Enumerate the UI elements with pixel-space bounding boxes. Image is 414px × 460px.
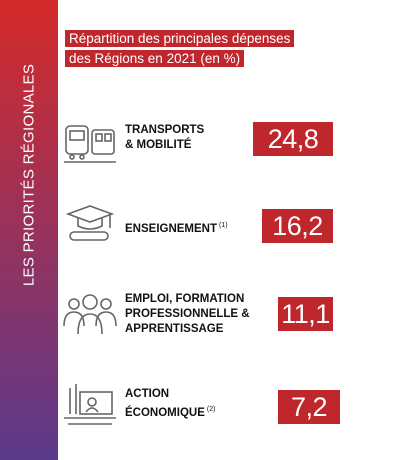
- education-icon: [65, 205, 115, 241]
- footnote-ref: (2): [206, 406, 216, 413]
- label-line: PROFESSIONNELLE &: [125, 308, 250, 320]
- value-box: 24,8 %: [253, 122, 333, 188]
- title-line: Répartition des principales dépenses: [65, 30, 295, 47]
- title-line: des Régions en 2021 (en %): [65, 50, 245, 67]
- item-label: EMPLOI, FORMATION PROFESSIONNELLE & APPREN…: [125, 292, 250, 337]
- value-box: 16,2 %: [262, 209, 333, 275]
- sidebar: LES PRIORITÉS RÉGIONALES: [0, 0, 58, 460]
- label-line: EMPLOI, FORMATION: [125, 293, 245, 305]
- label-line: APPRENTISSAGE: [125, 323, 224, 335]
- people-icon: [63, 294, 117, 335]
- item-label: TRANSPORTS & MOBILITÉ: [125, 123, 204, 153]
- label-line: ÉCONOMIQUE: [125, 406, 205, 419]
- train-icon: [64, 125, 116, 163]
- label-line: ACTION: [125, 388, 170, 400]
- label-line: ENSEIGNEMENT: [125, 222, 218, 235]
- label-line: TRANSPORTS: [125, 124, 205, 136]
- footnote-ref: (1): [219, 222, 228, 229]
- sidebar-label: LES PRIORITÉS RÉGIONALES: [20, 63, 38, 287]
- label-line: & MOBILITÉ: [125, 139, 192, 151]
- economy-icon: [64, 384, 116, 425]
- value-box: 11,1 %: [278, 297, 333, 363]
- value-box: 7,2 %: [278, 390, 340, 456]
- item-label: ENSEIGNEMENT (1): [125, 218, 228, 237]
- item-label: ACTION ÉCONOMIQUE (2): [125, 387, 215, 421]
